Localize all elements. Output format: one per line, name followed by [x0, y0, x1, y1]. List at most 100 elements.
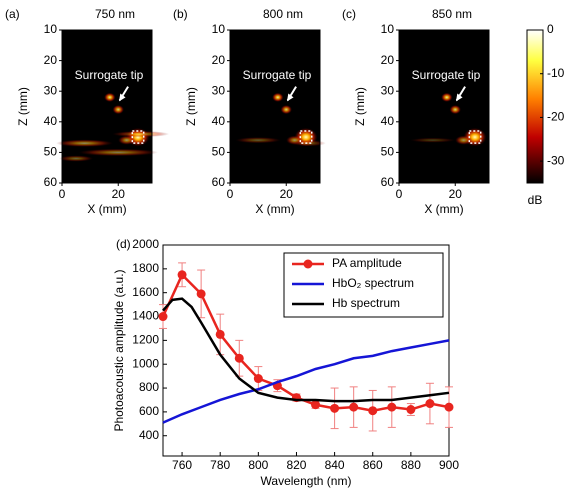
marker	[387, 402, 397, 412]
y-tick-label: 400	[139, 428, 159, 442]
signal-blob	[112, 130, 170, 138]
y-tick-label: 10	[212, 22, 226, 36]
colorbar-tick-label: 0	[547, 22, 554, 36]
panel-label: (b)	[173, 7, 188, 21]
marker	[425, 399, 435, 409]
y-tick-label: 30	[44, 83, 58, 97]
legend-label: Hb spectrum	[332, 296, 400, 310]
y-tick-label: 40	[381, 114, 395, 128]
x-tick-label: 20	[449, 187, 463, 201]
y-tick-label: 800	[139, 380, 159, 394]
y-axis-label: Z (mm)	[16, 87, 30, 126]
image-background	[230, 30, 320, 183]
signal-blob	[58, 155, 94, 162]
signal-blob	[104, 92, 116, 102]
signal-blob	[409, 137, 456, 143]
y-tick-label: 2000	[132, 237, 159, 251]
marker	[253, 374, 263, 384]
annotation: Surrogate tip	[75, 68, 144, 82]
marker	[196, 289, 206, 299]
y-tick-label: 60	[381, 175, 395, 189]
legend-label: PA amplitude	[332, 256, 402, 270]
title: 800 nm	[263, 7, 303, 21]
legend-marker	[303, 259, 313, 269]
y-tick-label: 50	[44, 145, 58, 159]
title: 850 nm	[432, 7, 472, 21]
marker	[406, 405, 416, 415]
x-tick-label: 780	[210, 458, 230, 472]
signal-blob	[455, 135, 473, 145]
frame	[61, 29, 153, 184]
tip-box	[299, 130, 313, 144]
x-tick-label: 860	[363, 458, 383, 472]
tip-box	[468, 130, 482, 144]
colorbar-tick-label: -10	[547, 66, 565, 80]
marker	[330, 403, 340, 413]
y-tick-label: 10	[44, 22, 58, 36]
signal-blob	[78, 148, 159, 157]
arrow-head	[455, 93, 463, 102]
signal-blob	[449, 104, 461, 115]
x-axis-label: X (mm)	[424, 202, 463, 216]
signal-blob	[118, 135, 136, 145]
arrow-head	[118, 93, 126, 102]
arrow-head	[286, 93, 294, 102]
y-axis-label: Z (mm)	[184, 87, 198, 126]
marker	[234, 353, 244, 363]
y-tick-label: 10	[381, 22, 395, 36]
signal-blob	[112, 104, 124, 115]
panel-label: (a)	[5, 7, 20, 21]
x-tick-label: 900	[439, 458, 459, 472]
x-tick-label: 880	[401, 458, 421, 472]
signal-blob	[235, 137, 281, 144]
signal-blob	[56, 139, 113, 147]
y-tick-label: 20	[44, 53, 58, 67]
legend-label: HbO₂ spectrum	[332, 276, 414, 290]
y-tick-label: 20	[212, 53, 226, 67]
annotation: Surrogate tip	[412, 68, 481, 82]
tip-box	[131, 130, 145, 144]
panel-label: (d)	[116, 237, 131, 251]
x-tick-label: 0	[227, 187, 234, 201]
colorbar-tick-label: -30	[547, 153, 565, 167]
marker	[177, 270, 187, 280]
title: 750 nm	[95, 7, 135, 21]
x-tick-label: 0	[396, 187, 403, 201]
marker	[349, 402, 359, 412]
panel-label: (c)	[342, 7, 356, 21]
y-tick-label: 20	[381, 53, 395, 67]
x-tick-label: 760	[172, 458, 192, 472]
y-tick-label: 50	[212, 145, 226, 159]
y-tick-label: 40	[44, 114, 58, 128]
x-tick-label: 820	[286, 458, 306, 472]
x-tick-label: 800	[248, 458, 268, 472]
frame	[229, 29, 321, 184]
marker	[158, 312, 168, 322]
y-tick-label: 1400	[132, 309, 159, 323]
signal-blob	[441, 92, 453, 102]
x-axis-label: X (mm)	[87, 202, 126, 216]
marker	[368, 406, 378, 416]
marker	[311, 400, 321, 410]
annotation: Surrogate tip	[243, 68, 312, 82]
series-line	[162, 339, 450, 424]
colorbar	[526, 29, 544, 184]
y-tick-label: 30	[212, 83, 226, 97]
y-tick-label: 1800	[132, 261, 159, 275]
y-tick-label: 60	[212, 175, 226, 189]
x-axis-label: X (mm)	[255, 202, 294, 216]
y-tick-label: 600	[139, 404, 159, 418]
y-axis-label: Photoacoustic amplitude (a.u.)	[112, 269, 126, 431]
y-tick-label: 40	[212, 114, 226, 128]
y-tick-label: 1000	[132, 356, 159, 370]
series-line	[162, 297, 450, 403]
y-tick-label: 50	[381, 145, 395, 159]
y-tick-label: 60	[44, 175, 58, 189]
y-tick-label: 1200	[132, 333, 159, 347]
colorbar-label: dB	[528, 193, 543, 207]
signal-blob	[280, 104, 292, 115]
plot-frame	[162, 244, 450, 457]
colorbar-tick-label: -20	[547, 110, 565, 124]
image-background	[399, 30, 489, 183]
